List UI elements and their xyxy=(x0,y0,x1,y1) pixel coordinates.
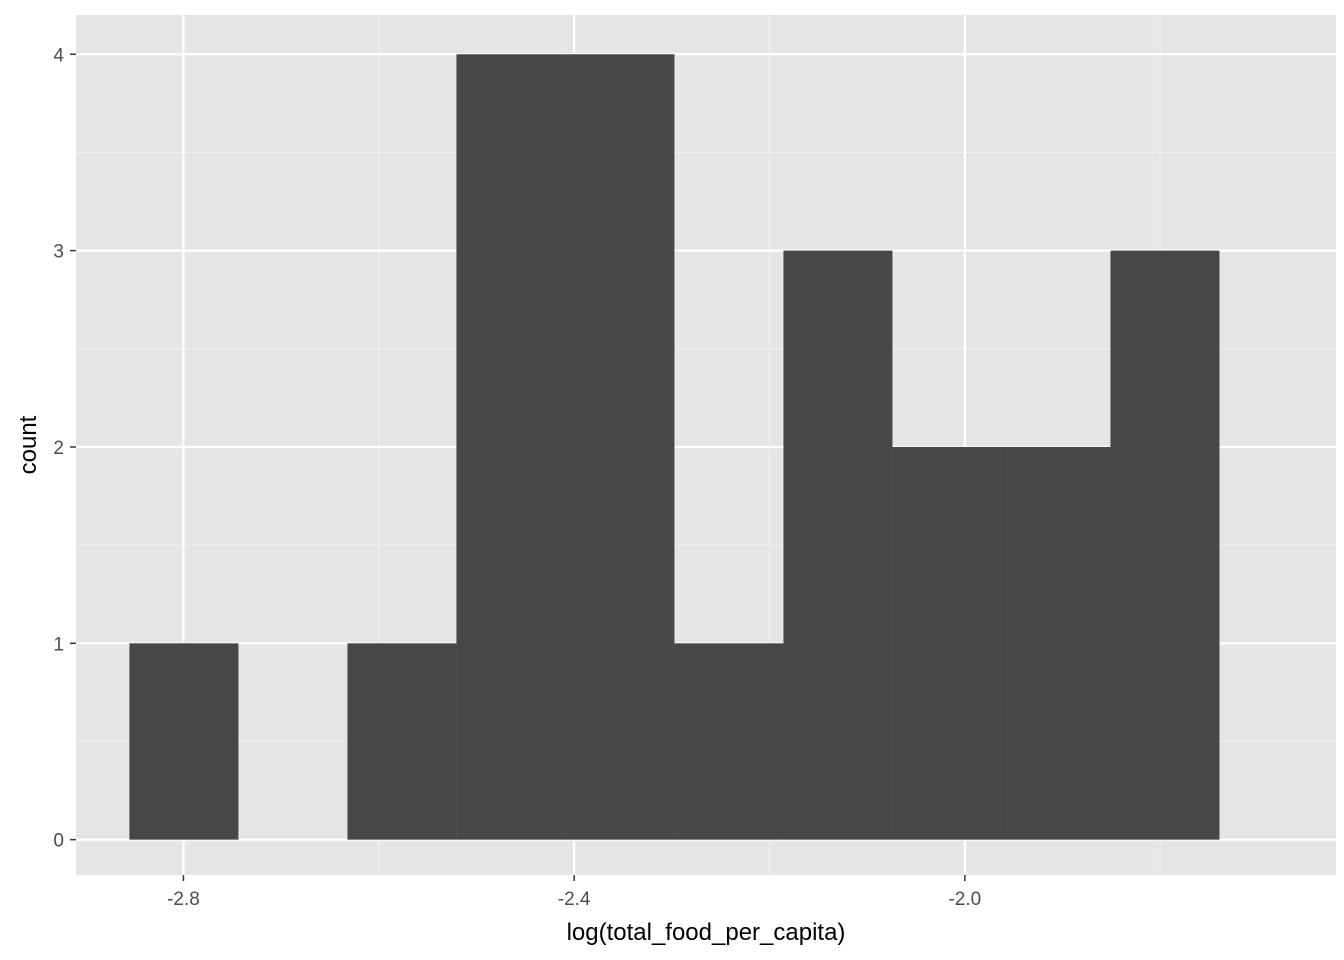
x-tick-label: -2.0 xyxy=(948,889,981,910)
histogram-bar-3 xyxy=(347,643,457,840)
histogram-bar-9 xyxy=(1001,446,1111,840)
y-axis-title: count xyxy=(15,415,42,474)
x-axis-title: log(total_food_per_capita) xyxy=(567,919,846,946)
y-tick-label: 2 xyxy=(53,438,64,459)
y-tick-label: 4 xyxy=(53,45,64,66)
histogram-bars xyxy=(129,54,1220,840)
x-tick-label: -2.8 xyxy=(167,889,200,910)
histogram-bar-7 xyxy=(783,250,893,840)
histogram-bar-8 xyxy=(892,446,1002,840)
y-tick-label: 3 xyxy=(53,242,64,263)
y-tick-label: 0 xyxy=(53,831,64,852)
y-tick-label: 1 xyxy=(53,634,64,655)
histogram-bar-6 xyxy=(674,643,784,840)
x-tick-label: -2.4 xyxy=(558,889,591,910)
histogram-bar-10 xyxy=(1110,250,1220,840)
y-axis: 0 1 2 3 4 xyxy=(53,45,76,852)
histogram-bar-1 xyxy=(129,643,239,840)
histogram-bar-5 xyxy=(565,54,675,840)
histogram-bar-4 xyxy=(456,54,566,840)
x-axis: -2.8 -2.4 -2.0 xyxy=(167,875,981,910)
